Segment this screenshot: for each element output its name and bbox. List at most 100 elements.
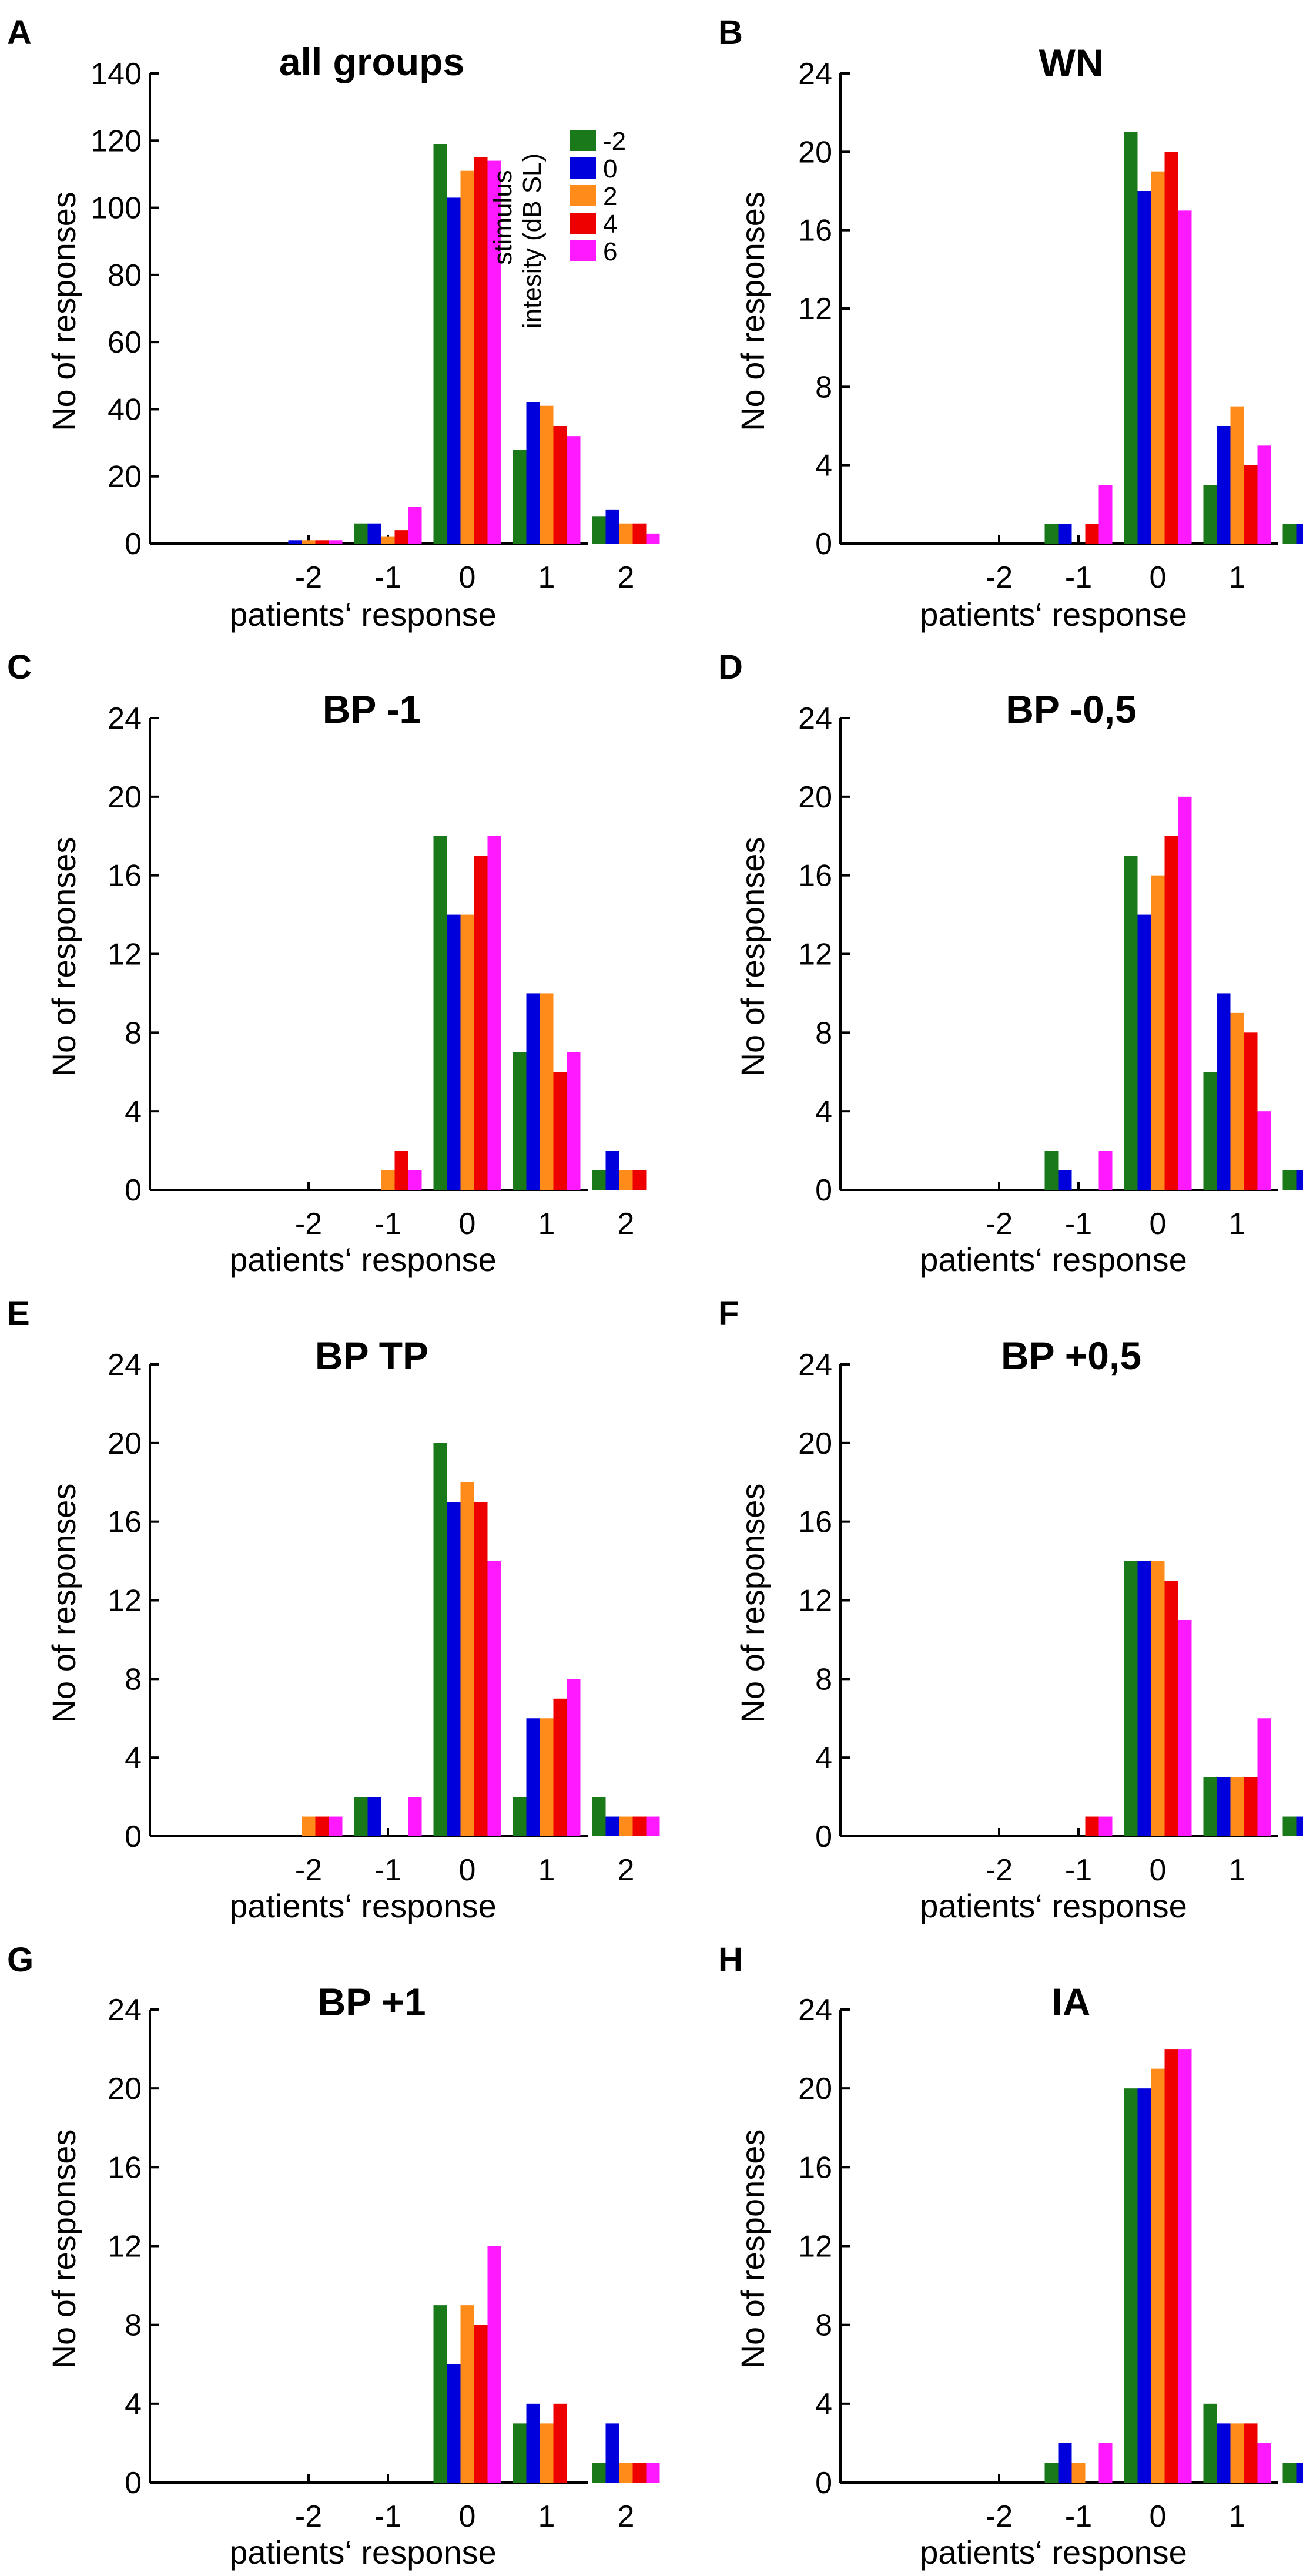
legend-label: -2 bbox=[603, 127, 626, 156]
y-tick-label: 0 bbox=[125, 1820, 142, 1854]
bar-2-at-1 bbox=[1230, 1012, 1244, 1190]
y-tick-label: 20 bbox=[108, 780, 142, 814]
bar-4-at--1 bbox=[1085, 524, 1099, 544]
bar-0-at-2 bbox=[1296, 1170, 1303, 1190]
bar-0-at--1 bbox=[367, 1797, 381, 1836]
x-tick-label: -1 bbox=[374, 561, 401, 595]
x-tick-label: 0 bbox=[459, 1853, 476, 1887]
bar-0-at-1 bbox=[526, 402, 540, 544]
y-tick-label: 4 bbox=[815, 2387, 832, 2421]
x-tick-label: 1 bbox=[538, 561, 555, 595]
bar-6-at-1 bbox=[1257, 2443, 1271, 2483]
x-tick-label: 0 bbox=[459, 1207, 476, 1241]
x-tick-label: -2 bbox=[986, 2500, 1013, 2534]
bar-2-at-0 bbox=[460, 170, 474, 544]
bar-4-at-0 bbox=[1164, 836, 1178, 1190]
bar-0-at-1 bbox=[1217, 1777, 1231, 1836]
bar-4-at-1 bbox=[553, 1698, 567, 1836]
bar-0-at-2 bbox=[605, 1151, 619, 1190]
bar-6-at--1 bbox=[1098, 1151, 1113, 1190]
y-tick-label: 20 bbox=[108, 460, 142, 494]
bar-4-at-2 bbox=[632, 1170, 647, 1190]
x-axis-label: patients‘ response bbox=[229, 2534, 497, 2571]
y-tick-label: 4 bbox=[125, 1741, 142, 1775]
bar--2-at-0 bbox=[1124, 856, 1138, 1190]
bar-4-at-0 bbox=[474, 157, 488, 544]
bar--2-at--1 bbox=[354, 1797, 368, 1836]
bar-6-at-2 bbox=[646, 533, 660, 544]
y-tick-label: 80 bbox=[108, 259, 142, 293]
y-tick-label: 24 bbox=[798, 57, 832, 91]
y-tick-label: 12 bbox=[798, 938, 832, 972]
y-tick-label: 140 bbox=[91, 57, 142, 91]
bar-6-at--1 bbox=[408, 507, 422, 544]
legend-label: 0 bbox=[603, 155, 617, 183]
y-tick-label: 8 bbox=[815, 1662, 832, 1696]
legend-label: 4 bbox=[603, 210, 617, 239]
bar--2-at-1 bbox=[513, 2423, 527, 2483]
y-axis-label: No of responses bbox=[45, 1484, 82, 1723]
bar-2-at-1 bbox=[1230, 2423, 1244, 2483]
x-tick-label: 2 bbox=[618, 561, 635, 595]
bar-6-at--1 bbox=[1098, 485, 1113, 544]
x-tick-label: 0 bbox=[1150, 561, 1167, 595]
bar-0-at-1 bbox=[1217, 993, 1231, 1190]
bar-6-at-0 bbox=[1178, 210, 1192, 544]
bar--2-at-1 bbox=[1203, 1777, 1217, 1836]
bar-6-at-1 bbox=[1257, 1718, 1271, 1836]
bar-6-at-2 bbox=[646, 1816, 660, 1836]
bar-6-at--2 bbox=[329, 1816, 343, 1836]
y-axis-label: No of responses bbox=[45, 192, 82, 431]
x-tick-label: 0 bbox=[459, 2500, 476, 2534]
bar--2-at-0 bbox=[433, 1443, 447, 1836]
x-axis-label: patients‘ response bbox=[229, 1241, 497, 1278]
y-tick-label: 0 bbox=[125, 2466, 142, 2500]
bar-4-at-1 bbox=[1244, 1777, 1258, 1836]
legend-swatch-2 bbox=[570, 185, 596, 206]
bar-6-at-1 bbox=[567, 1679, 581, 1836]
bar-2-at-1 bbox=[540, 993, 554, 1190]
y-tick-label: 24 bbox=[108, 1348, 142, 1382]
bar--2-at-1 bbox=[1203, 1072, 1217, 1190]
panel-letter: B bbox=[718, 14, 743, 52]
bar-0-at-0 bbox=[447, 2364, 461, 2483]
bar--2-at-1 bbox=[513, 1797, 527, 1836]
legend-swatch--2 bbox=[570, 130, 596, 151]
bar-6-at-1 bbox=[1257, 445, 1271, 544]
y-tick-label: 12 bbox=[798, 292, 832, 326]
y-tick-label: 12 bbox=[108, 2230, 142, 2264]
y-tick-label: 40 bbox=[108, 393, 142, 427]
y-tick-label: 16 bbox=[798, 1505, 832, 1539]
y-tick-label: 4 bbox=[815, 1741, 832, 1775]
y-tick-label: 12 bbox=[108, 1584, 142, 1618]
x-tick-label: 2 bbox=[618, 2500, 635, 2534]
bar-6-at--2 bbox=[329, 540, 343, 544]
bar-4-at-0 bbox=[474, 856, 488, 1190]
panel-letter: H bbox=[718, 1941, 743, 1979]
x-tick-label: -2 bbox=[295, 1207, 322, 1241]
panel-letter: E bbox=[7, 1294, 30, 1333]
y-tick-label: 8 bbox=[815, 370, 832, 404]
bar-4-at-2 bbox=[632, 2463, 647, 2483]
bar-2-at--1 bbox=[381, 536, 395, 544]
bar--2-at-2 bbox=[1282, 2463, 1297, 2483]
bar-6-at-1 bbox=[567, 1052, 581, 1190]
bar-2-at-1 bbox=[540, 405, 554, 544]
bar-0-at-1 bbox=[526, 993, 540, 1190]
bar-2-at-2 bbox=[619, 2463, 633, 2483]
x-tick-label: 2 bbox=[618, 1853, 635, 1887]
bar-0-at-0 bbox=[447, 1502, 461, 1836]
y-tick-label: 20 bbox=[108, 2072, 142, 2106]
y-tick-label: 16 bbox=[798, 214, 832, 248]
y-tick-label: 24 bbox=[798, 1348, 832, 1382]
panel-letter: A bbox=[7, 14, 32, 52]
y-tick-label: 12 bbox=[798, 1584, 832, 1618]
x-tick-label: 1 bbox=[538, 1853, 555, 1887]
x-tick-label: -1 bbox=[1065, 1853, 1092, 1887]
bar-6-at-0 bbox=[1178, 2049, 1192, 2483]
bar--2-at-0 bbox=[1124, 1561, 1138, 1836]
bar-2-at-1 bbox=[1230, 1777, 1244, 1836]
legend-swatch-4 bbox=[570, 213, 596, 234]
